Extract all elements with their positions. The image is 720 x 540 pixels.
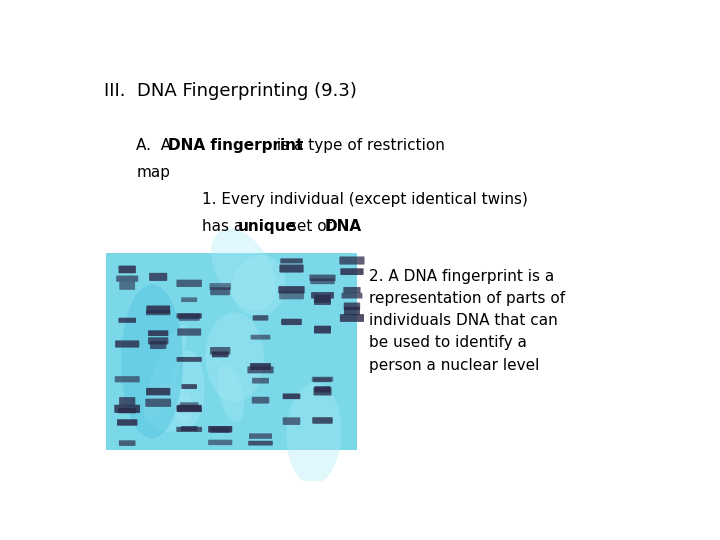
FancyBboxPatch shape: [313, 388, 331, 395]
Text: III.  DNA Fingerprinting (9.3): III. DNA Fingerprinting (9.3): [104, 82, 357, 100]
Text: 2. A DNA fingerprint is a
representation of parts of
individuals DNA that can
be: 2. A DNA fingerprint is a representation…: [369, 269, 565, 373]
FancyBboxPatch shape: [252, 378, 269, 383]
FancyBboxPatch shape: [339, 256, 364, 265]
FancyBboxPatch shape: [115, 340, 139, 348]
FancyBboxPatch shape: [176, 313, 202, 318]
Ellipse shape: [171, 350, 204, 427]
FancyBboxPatch shape: [118, 408, 136, 413]
FancyBboxPatch shape: [279, 265, 304, 273]
FancyBboxPatch shape: [312, 377, 333, 382]
FancyBboxPatch shape: [251, 335, 270, 340]
FancyBboxPatch shape: [315, 386, 330, 393]
FancyBboxPatch shape: [116, 275, 138, 282]
Text: DNA: DNA: [325, 219, 362, 234]
FancyBboxPatch shape: [312, 417, 333, 424]
FancyBboxPatch shape: [148, 330, 168, 336]
FancyBboxPatch shape: [314, 298, 331, 305]
FancyBboxPatch shape: [280, 258, 303, 264]
FancyBboxPatch shape: [283, 417, 300, 425]
FancyBboxPatch shape: [176, 406, 202, 412]
FancyBboxPatch shape: [119, 440, 135, 446]
FancyBboxPatch shape: [343, 287, 361, 293]
Text: unique: unique: [238, 219, 297, 234]
FancyBboxPatch shape: [114, 376, 140, 382]
FancyBboxPatch shape: [283, 394, 300, 399]
FancyBboxPatch shape: [106, 253, 357, 450]
FancyBboxPatch shape: [279, 286, 305, 293]
FancyBboxPatch shape: [344, 307, 360, 315]
FancyBboxPatch shape: [146, 388, 171, 395]
FancyBboxPatch shape: [281, 319, 302, 325]
FancyBboxPatch shape: [120, 281, 135, 290]
FancyBboxPatch shape: [117, 419, 138, 426]
FancyBboxPatch shape: [210, 427, 230, 433]
Ellipse shape: [233, 255, 286, 316]
Ellipse shape: [211, 228, 276, 310]
FancyBboxPatch shape: [212, 352, 228, 357]
FancyBboxPatch shape: [179, 314, 199, 321]
FancyBboxPatch shape: [248, 366, 274, 373]
Text: is a type of restriction: is a type of restriction: [272, 138, 445, 153]
FancyBboxPatch shape: [208, 440, 233, 445]
FancyBboxPatch shape: [210, 283, 231, 290]
Ellipse shape: [205, 312, 264, 402]
FancyBboxPatch shape: [146, 310, 171, 315]
Text: set of: set of: [284, 219, 337, 234]
FancyBboxPatch shape: [145, 399, 171, 407]
FancyBboxPatch shape: [310, 274, 336, 281]
FancyBboxPatch shape: [248, 441, 273, 446]
FancyBboxPatch shape: [310, 279, 335, 284]
FancyBboxPatch shape: [176, 427, 202, 432]
Ellipse shape: [121, 285, 183, 438]
Text: 1. Every individual (except identical twins): 1. Every individual (except identical tw…: [202, 192, 528, 207]
FancyBboxPatch shape: [181, 298, 197, 302]
FancyBboxPatch shape: [177, 328, 201, 336]
FancyBboxPatch shape: [279, 291, 304, 299]
FancyBboxPatch shape: [208, 426, 233, 433]
FancyBboxPatch shape: [249, 434, 272, 439]
Text: map: map: [137, 165, 171, 180]
Ellipse shape: [144, 325, 186, 422]
Text: A.  A: A. A: [137, 138, 176, 153]
FancyBboxPatch shape: [314, 326, 331, 334]
Ellipse shape: [287, 383, 341, 484]
FancyBboxPatch shape: [176, 280, 202, 287]
FancyBboxPatch shape: [252, 397, 269, 403]
FancyBboxPatch shape: [313, 377, 332, 382]
FancyBboxPatch shape: [180, 402, 199, 408]
FancyBboxPatch shape: [341, 293, 362, 299]
FancyBboxPatch shape: [150, 341, 166, 349]
FancyBboxPatch shape: [118, 318, 136, 323]
FancyBboxPatch shape: [315, 295, 330, 303]
FancyBboxPatch shape: [181, 384, 197, 389]
FancyBboxPatch shape: [119, 266, 136, 273]
FancyBboxPatch shape: [343, 302, 360, 310]
Text: has a: has a: [202, 219, 248, 234]
FancyBboxPatch shape: [114, 404, 140, 413]
FancyBboxPatch shape: [176, 357, 202, 362]
FancyBboxPatch shape: [119, 397, 135, 406]
Ellipse shape: [145, 383, 192, 432]
FancyBboxPatch shape: [340, 314, 364, 322]
Ellipse shape: [217, 364, 244, 423]
FancyBboxPatch shape: [311, 292, 334, 299]
FancyBboxPatch shape: [148, 338, 168, 345]
FancyBboxPatch shape: [177, 314, 201, 319]
FancyBboxPatch shape: [177, 405, 202, 411]
FancyBboxPatch shape: [250, 363, 271, 370]
FancyBboxPatch shape: [341, 268, 364, 275]
FancyBboxPatch shape: [253, 315, 269, 321]
FancyBboxPatch shape: [146, 306, 170, 314]
FancyBboxPatch shape: [210, 347, 230, 355]
FancyBboxPatch shape: [149, 273, 167, 281]
Text: DNA fingerprint: DNA fingerprint: [168, 138, 303, 153]
FancyBboxPatch shape: [181, 426, 197, 431]
FancyBboxPatch shape: [210, 287, 230, 295]
